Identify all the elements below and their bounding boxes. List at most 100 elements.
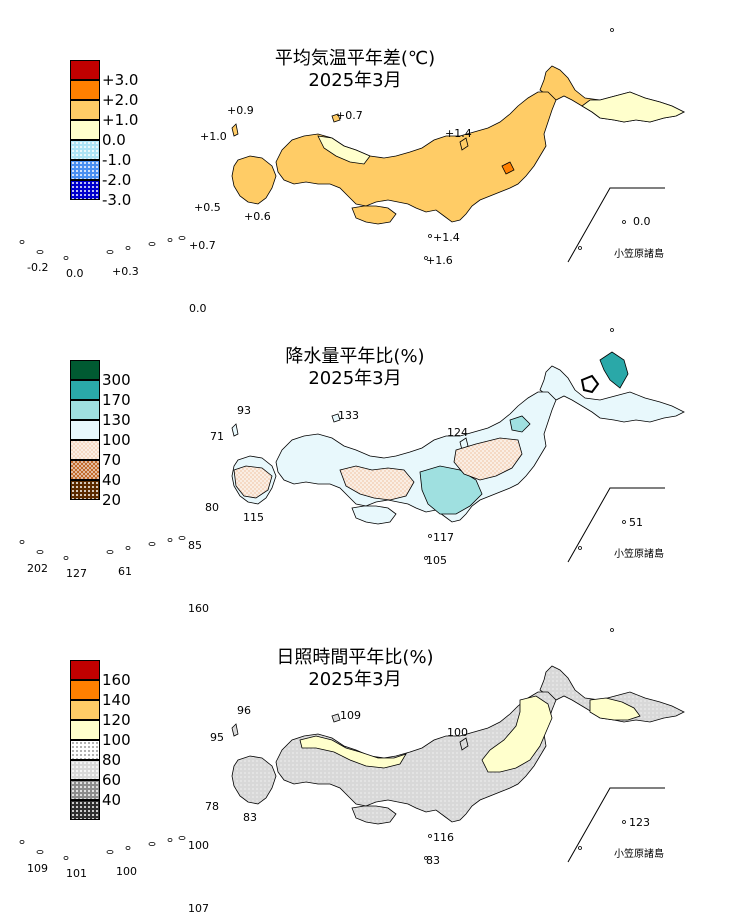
- ryukyu-island: [19, 539, 25, 544]
- ryukyu-island: [178, 535, 186, 540]
- anomaly-zone-wet: [509, 415, 531, 433]
- legend-label: 60: [102, 771, 122, 789]
- legend-label: +2.0: [102, 91, 139, 109]
- kyushu-region: [231, 755, 277, 805]
- tsushima-island: [231, 423, 239, 437]
- station-value: 83: [243, 811, 257, 824]
- station-value: 124: [447, 426, 468, 439]
- anomaly-zone-low: [317, 135, 371, 165]
- station-value: 105: [426, 554, 447, 567]
- anomaly-zone-wet: [599, 351, 629, 389]
- legend-label: 160: [102, 671, 131, 689]
- panel-title: 降水量平年比(%) 2025年3月: [250, 346, 460, 390]
- legend-label: +1.0: [102, 111, 139, 129]
- legend-label: 300: [102, 371, 131, 389]
- bonin-inset-border: [567, 787, 665, 863]
- station-value: +0.6: [244, 210, 271, 223]
- legend-label: 0.0: [102, 131, 126, 149]
- oki-island: [331, 113, 341, 123]
- anomaly-zone-wet: [419, 465, 483, 515]
- station-value: +1.4: [445, 127, 472, 140]
- remote-island: [578, 546, 582, 550]
- ryukyu-island: [178, 235, 186, 240]
- station-value: +0.9: [227, 104, 254, 117]
- japan-map: [19, 628, 685, 863]
- station-value: +1.6: [426, 254, 453, 267]
- remote-island: [622, 220, 626, 224]
- station-value: 71: [210, 430, 224, 443]
- map-subtitle: 2025年3月: [308, 70, 402, 91]
- legend-label: 140: [102, 691, 131, 709]
- station-value: 100: [447, 726, 468, 739]
- ryukyu-island: [178, 835, 186, 840]
- station-value: 160: [188, 602, 209, 615]
- legend-swatch: [70, 120, 100, 140]
- izu-island: [428, 234, 432, 238]
- map-title: 降水量平年比(%): [285, 346, 425, 367]
- anomaly-zone-sunny: [299, 735, 407, 769]
- legend-swatch: [70, 180, 100, 200]
- legend-label: 40: [102, 471, 122, 489]
- anomaly-zone-dry: [339, 465, 415, 501]
- legend-label: 120: [102, 711, 131, 729]
- station-value: 85: [188, 539, 202, 552]
- station-value: +1.4: [433, 231, 460, 244]
- station-value: +0.7: [336, 109, 363, 122]
- station-value: 109: [27, 862, 48, 875]
- legend-swatch: [70, 740, 100, 760]
- station-value: 61: [118, 565, 132, 578]
- station-value: +0.5: [194, 201, 221, 214]
- ryukyu-island: [19, 839, 25, 844]
- legend-label: 70: [102, 451, 122, 469]
- legend-swatch: [70, 400, 100, 420]
- ryukyu-island: [63, 255, 69, 260]
- station-value: 109: [340, 709, 361, 722]
- izu-island: [424, 256, 428, 260]
- station-value: 123: [629, 816, 650, 829]
- legend-swatch: [70, 440, 100, 460]
- legend-label: 20: [102, 491, 122, 509]
- station-value: 127: [66, 567, 87, 580]
- legend-swatch: [70, 800, 100, 820]
- station-value: 133: [338, 409, 359, 422]
- ryukyu-island: [36, 249, 44, 254]
- ryukyu-island: [63, 555, 69, 560]
- station-value: 100: [188, 839, 209, 852]
- station-value: 0.0: [66, 267, 84, 280]
- shikoku-region: [351, 805, 397, 825]
- hokkaido-region: [539, 365, 685, 423]
- map-title: 平均気温平年差(℃): [274, 48, 436, 69]
- ryukyu-island: [106, 549, 114, 554]
- tsushima-island: [231, 123, 239, 137]
- station-value: 116: [433, 831, 454, 844]
- station-value: 107: [188, 902, 209, 915]
- legend-label: 80: [102, 751, 122, 769]
- legend-swatch: [70, 60, 100, 80]
- anomaly-zone-low: [581, 91, 685, 123]
- remote-island: [622, 820, 626, 824]
- station-value: 95: [210, 731, 224, 744]
- legend-swatch: [70, 700, 100, 720]
- station-value: 117: [433, 531, 454, 544]
- station-value: 83: [426, 854, 440, 867]
- legend-label: -1.0: [102, 151, 132, 169]
- station-value: 78: [205, 800, 219, 813]
- japan-map: [19, 328, 685, 563]
- ryukyu-island: [148, 541, 156, 546]
- map-subtitle: 2025年3月: [308, 669, 402, 690]
- legend-label: 130: [102, 411, 131, 429]
- station-value: 101: [66, 867, 87, 880]
- ryukyu-island: [36, 849, 44, 854]
- legend-swatch: [70, 660, 100, 680]
- honshu-region: [275, 91, 557, 223]
- ryukyu-island: [167, 237, 173, 242]
- oki-island: [331, 413, 341, 423]
- ryukyu-island: [167, 837, 173, 842]
- station-value: 80: [205, 501, 219, 514]
- bonin-islands-label: 小笠原諸島: [614, 249, 664, 260]
- legend-label: 40: [102, 791, 122, 809]
- oki-island: [331, 713, 341, 723]
- sado-island: [459, 137, 469, 151]
- contour-100: [580, 374, 600, 394]
- legend-label: -2.0: [102, 171, 132, 189]
